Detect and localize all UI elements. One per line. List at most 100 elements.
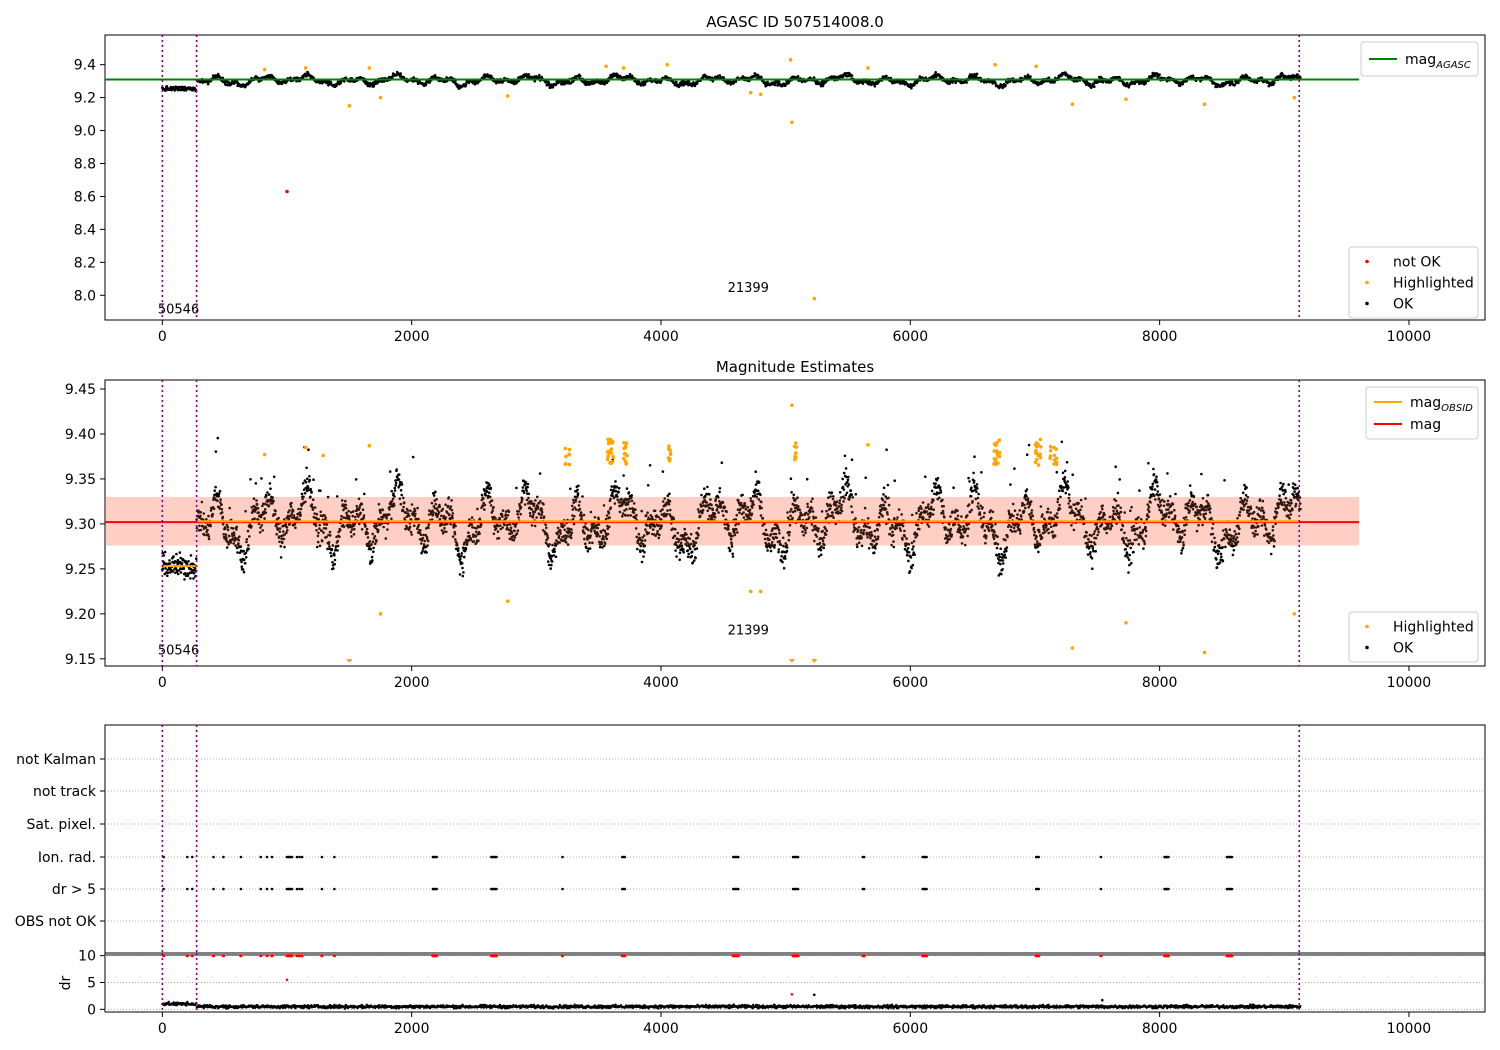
ok-point	[336, 549, 339, 552]
highlighted-point	[1034, 64, 1038, 69]
top-legend-lower-label: OK	[1393, 297, 1414, 313]
ok-point	[371, 559, 374, 562]
ok-point	[730, 545, 734, 548]
ok-point	[332, 567, 335, 570]
ok-point	[970, 486, 973, 490]
ok-point	[777, 550, 780, 554]
ok-point	[339, 81, 343, 85]
ok-point	[1125, 81, 1129, 85]
ok-point	[867, 547, 871, 550]
ok-point	[307, 448, 310, 452]
ok-point	[909, 556, 913, 559]
ok-point	[628, 72, 632, 76]
obsid-label: 21399	[728, 281, 769, 296]
ok-point	[538, 73, 541, 77]
ok-point	[783, 554, 787, 558]
ok-point	[247, 547, 250, 551]
ok-point	[766, 549, 769, 552]
ok-point	[598, 545, 602, 549]
ok-point	[846, 480, 849, 484]
ok-point	[972, 479, 976, 483]
ok-point	[312, 478, 315, 482]
ok-point	[1093, 85, 1096, 88]
highlighted-point	[748, 90, 753, 95]
ok-point	[329, 551, 332, 555]
ok-point	[189, 554, 193, 557]
ok-point	[640, 560, 644, 564]
highlighted-point	[1124, 97, 1128, 101]
ok-point	[695, 547, 699, 550]
ok-point	[789, 477, 793, 481]
ok-point	[819, 548, 823, 552]
ok-point	[938, 486, 942, 489]
ok-point	[873, 85, 877, 88]
ok-point	[643, 551, 646, 554]
ok-point	[166, 571, 170, 574]
ok-point	[965, 81, 968, 84]
ok-point	[972, 471, 975, 475]
top-plot-ytick-label: 9.4	[74, 58, 96, 74]
ok-point	[319, 489, 322, 493]
ok-point	[411, 455, 415, 459]
ok-point	[934, 482, 937, 486]
ok-point	[550, 560, 554, 563]
ok-point	[269, 487, 272, 491]
ok-point	[394, 481, 398, 485]
ok-point	[394, 484, 398, 487]
ok-point	[792, 493, 796, 497]
ok-point	[308, 475, 311, 478]
top-plot-ytick-label: 8.0	[74, 288, 96, 304]
ok-point	[463, 555, 466, 559]
ok-point	[687, 80, 691, 83]
ok-point	[882, 493, 885, 496]
ok-point	[189, 577, 192, 580]
ok-point	[521, 486, 525, 489]
ok-point	[933, 492, 936, 496]
ok-point	[690, 554, 694, 558]
ok-point	[533, 75, 536, 78]
middle-plot-ytick-label: 9.35	[65, 472, 96, 488]
top-legend-lower-label: Highlighted	[1393, 276, 1474, 292]
ok-point	[214, 450, 218, 453]
ok-point	[421, 549, 424, 553]
ok-point	[368, 85, 372, 88]
ok-point	[182, 567, 186, 570]
ok-point	[268, 482, 272, 485]
ok-point	[773, 546, 776, 549]
ok-point	[605, 81, 609, 84]
top-ok-points	[161, 70, 1302, 93]
ok-point	[952, 486, 955, 490]
ok-point	[686, 555, 690, 559]
ok-point	[850, 493, 853, 497]
ok-point	[310, 491, 313, 494]
ok-point	[678, 551, 682, 555]
middle-plot-ytick-label: 9.45	[65, 382, 96, 398]
magnitude-plot-agasc: 8.08.28.48.68.89.09.29.40 2000 4000 6000 800…	[74, 34, 1486, 345]
ok-point	[300, 492, 304, 496]
top-legend-lower-dot-swatch	[1365, 259, 1369, 264]
ok-point	[561, 83, 564, 86]
ok-point	[693, 559, 696, 562]
ok-point	[885, 74, 888, 78]
top-plot-ytick-label: 8.6	[74, 189, 96, 205]
ok-point	[1144, 81, 1147, 85]
ok-point	[627, 491, 631, 494]
ok-point	[939, 491, 943, 494]
ok-point	[773, 83, 777, 87]
ok-point	[480, 493, 484, 497]
ok-point	[756, 489, 760, 493]
ok-point	[432, 494, 436, 497]
ok-point	[975, 483, 979, 486]
ok-point	[161, 551, 164, 555]
top-plot-xtick-label: 4000	[643, 329, 679, 345]
ok-point	[164, 567, 167, 570]
ok-point	[527, 492, 531, 496]
ok-point	[844, 467, 848, 470]
ok-point	[176, 572, 180, 576]
ok-point	[240, 565, 244, 568]
ok-point	[525, 489, 528, 493]
ok-point	[243, 561, 247, 565]
ok-point	[846, 478, 850, 482]
ok-point	[932, 76, 936, 79]
ok-point	[609, 488, 613, 492]
